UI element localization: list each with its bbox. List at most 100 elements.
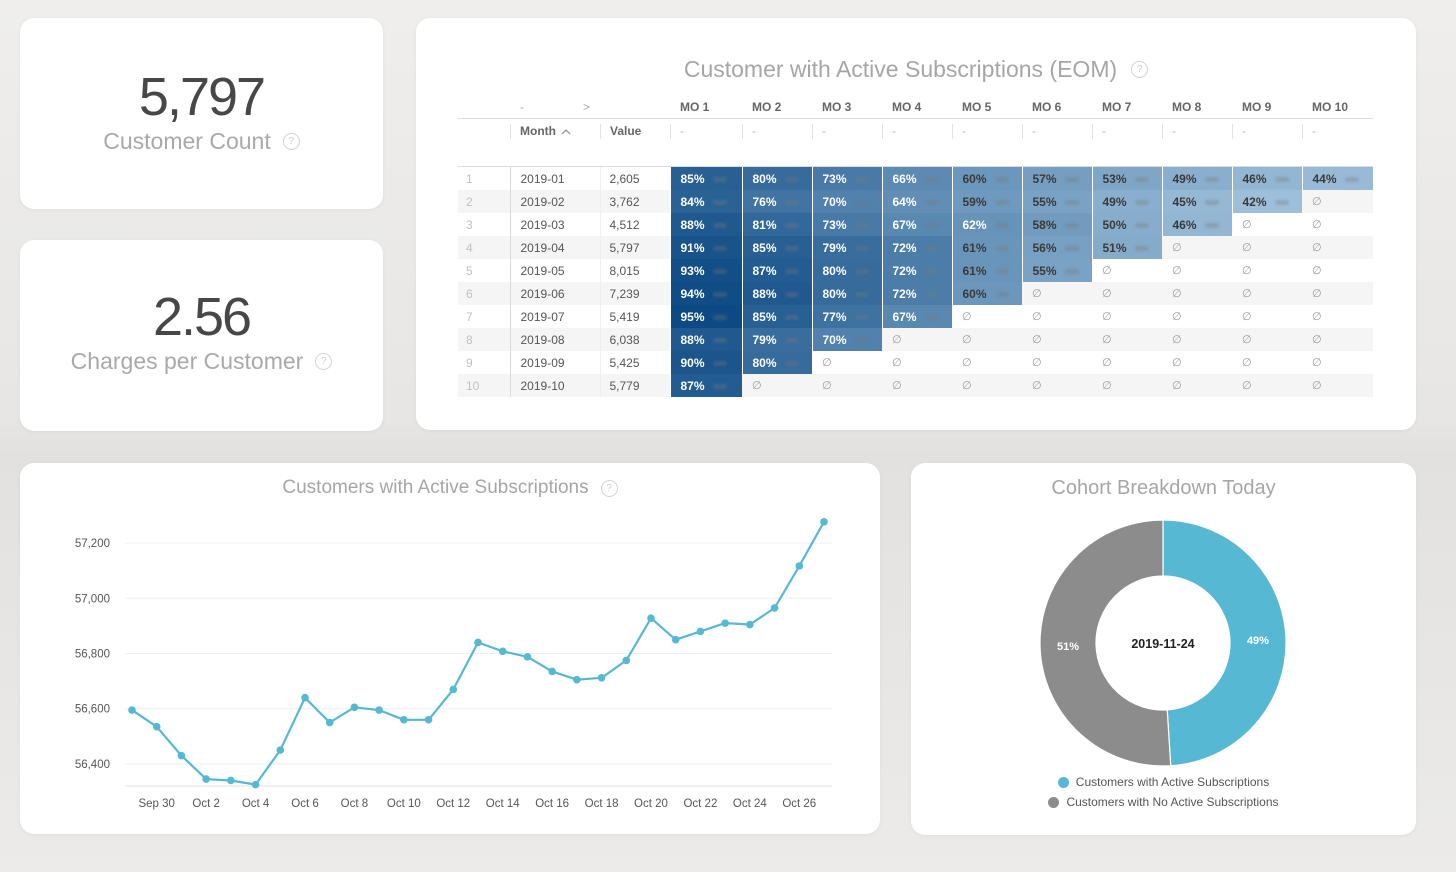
cell-secondary-value bbox=[1204, 199, 1219, 205]
help-circle-icon[interactable] bbox=[600, 479, 618, 497]
spacer-cell bbox=[510, 143, 600, 167]
table-row[interactable]: 1 2019-01 2,605 85% 80% 73% 66% 60% 57% 53% 49% 46%… bbox=[458, 166, 1373, 190]
retention-cell[interactable]: 58% bbox=[1021, 213, 1092, 236]
column-header-period[interactable]: MO 7 bbox=[1092, 96, 1162, 119]
column-header-period[interactable]: MO 3 bbox=[812, 96, 882, 119]
data-point bbox=[301, 693, 309, 702]
retention-cell[interactable]: 72% bbox=[881, 259, 952, 282]
retention-cell[interactable]: 81% bbox=[741, 213, 812, 236]
sort-ascending-icon[interactable] bbox=[561, 124, 571, 138]
table-row[interactable]: 10 2019-10 5,779 87% ∅ ∅ ∅ ∅ ∅ ∅ ∅ ∅ ∅ bbox=[458, 374, 1373, 397]
retention-cell[interactable]: 73% bbox=[811, 213, 882, 236]
column-header-period[interactable]: MO 8 bbox=[1162, 96, 1232, 119]
table-row[interactable]: 5 2019-05 8,015 93% 87% 80% 72% 61% 55% ∅ ∅ ∅ ∅ bbox=[458, 259, 1373, 282]
table-row[interactable]: 9 2019-09 5,425 90% 80% ∅ ∅ ∅ ∅ ∅ ∅ ∅ ∅ bbox=[458, 351, 1373, 374]
column-header-period[interactable]: MO 2 bbox=[742, 96, 812, 119]
retention-cell[interactable]: 91% bbox=[669, 236, 742, 259]
retention-cell[interactable]: 84% bbox=[669, 190, 742, 213]
help-circle-icon[interactable] bbox=[282, 132, 300, 150]
table-row[interactable]: 6 2019-06 7,239 94% 88% 80% 72% 60% ∅ ∅ ∅ ∅ ∅ bbox=[458, 282, 1373, 305]
column-header-period[interactable]: MO 9 bbox=[1232, 96, 1302, 119]
retention-cell[interactable]: 67% bbox=[881, 213, 952, 236]
retention-cell[interactable]: 88% bbox=[741, 282, 812, 305]
retention-cell[interactable]: 80% bbox=[741, 351, 812, 374]
retention-cell[interactable]: 94% bbox=[669, 282, 742, 305]
retention-cell[interactable]: 88% bbox=[669, 213, 742, 236]
retention-cell[interactable]: 60% bbox=[951, 282, 1022, 305]
retention-cell[interactable]: 61% bbox=[951, 236, 1022, 259]
retention-cell[interactable]: 46% bbox=[1161, 213, 1232, 236]
retention-cell[interactable]: 93% bbox=[669, 259, 742, 282]
table-row[interactable]: 7 2019-07 5,419 95% 85% 77% 67% ∅ ∅ ∅ ∅ ∅ ∅ bbox=[458, 305, 1373, 328]
retention-cell[interactable]: 42% bbox=[1231, 190, 1302, 213]
retention-cell[interactable]: 57% bbox=[1021, 166, 1092, 190]
retention-cell[interactable]: 61% bbox=[951, 259, 1022, 282]
column-header-month[interactable]: Month bbox=[510, 118, 600, 143]
help-circle-icon[interactable] bbox=[315, 352, 333, 370]
retention-cell[interactable]: 70% bbox=[811, 190, 882, 213]
retention-cell[interactable]: 76% bbox=[741, 190, 812, 213]
column-header-value[interactable]: Value bbox=[600, 118, 670, 143]
retention-cell[interactable]: 44% bbox=[1301, 166, 1373, 190]
table-row[interactable]: 4 2019-04 5,797 91% 85% 79% 72% 61% 56% 51% ∅ ∅ ∅ bbox=[458, 236, 1373, 259]
cell-secondary-value bbox=[1134, 199, 1149, 205]
retention-cell[interactable]: 80% bbox=[741, 166, 812, 190]
data-point bbox=[152, 722, 161, 731]
retention-cell[interactable]: 90% bbox=[669, 351, 742, 374]
retention-value: 58% bbox=[1032, 217, 1057, 232]
retention-cell[interactable]: 67% bbox=[881, 305, 952, 328]
cell-secondary-value bbox=[1064, 199, 1079, 205]
retention-cell[interactable]: 45% bbox=[1161, 190, 1232, 213]
retention-cell[interactable]: 85% bbox=[741, 236, 812, 259]
expand-chevron-right-icon[interactable]: > bbox=[582, 100, 590, 114]
retention-cell[interactable]: 80% bbox=[811, 282, 882, 305]
cell-secondary-value bbox=[1064, 176, 1079, 182]
legend-label: Customers with No Active Subscriptions bbox=[1066, 795, 1279, 809]
retention-cell[interactable]: 46% bbox=[1231, 166, 1302, 190]
retention-cell[interactable]: 49% bbox=[1161, 166, 1232, 190]
empty-cell: ∅ bbox=[822, 357, 832, 369]
retention-cell[interactable]: 55% bbox=[1021, 259, 1092, 282]
column-header-period[interactable]: MO 5 bbox=[952, 96, 1022, 119]
retention-cell[interactable]: 51% bbox=[1091, 236, 1162, 259]
retention-cell[interactable]: 70% bbox=[811, 328, 882, 351]
column-header-period[interactable]: MO 6 bbox=[1022, 96, 1092, 119]
retention-cell[interactable]: 62% bbox=[951, 213, 1022, 236]
retention-cell[interactable]: 72% bbox=[881, 282, 952, 305]
retention-cell[interactable]: 87% bbox=[669, 374, 742, 397]
kpi-card-customer-count: 5,797 Customer Count bbox=[20, 18, 383, 209]
table-row[interactable]: 2 2019-02 3,762 84% 76% 70% 64% 59% 55% 49% 45% 42%… bbox=[458, 190, 1373, 213]
retention-cell[interactable]: 55% bbox=[1021, 190, 1092, 213]
retention-cell[interactable]: 85% bbox=[741, 305, 812, 328]
column-header-period[interactable]: MO 10 bbox=[1302, 96, 1373, 119]
empty-cell: ∅ bbox=[1242, 357, 1252, 369]
legend-item-active[interactable]: Customers with Active Subscriptions bbox=[1057, 776, 1269, 788]
retention-cell[interactable]: 79% bbox=[811, 236, 882, 259]
column-header-period[interactable]: MO 1 bbox=[670, 96, 742, 119]
retention-cell[interactable]: 87% bbox=[741, 259, 812, 282]
retention-cell[interactable]: 79% bbox=[741, 328, 812, 351]
retention-cell[interactable]: 50% bbox=[1091, 213, 1162, 236]
retention-cell[interactable]: 73% bbox=[811, 166, 882, 190]
cell-secondary-value bbox=[854, 268, 869, 274]
retention-cell[interactable]: 77% bbox=[811, 305, 882, 328]
retention-cell[interactable]: 60% bbox=[951, 166, 1022, 190]
retention-cell[interactable]: 49% bbox=[1091, 190, 1162, 213]
table-row[interactable]: 8 2019-08 6,038 88% 79% 70% ∅ ∅ ∅ ∅ ∅ ∅ ∅ bbox=[458, 328, 1373, 351]
retention-cell[interactable]: 53% bbox=[1091, 166, 1162, 190]
retention-cell[interactable]: 66% bbox=[881, 166, 952, 190]
retention-cell[interactable]: 88% bbox=[669, 328, 742, 351]
help-circle-icon[interactable] bbox=[1131, 60, 1149, 78]
legend-item-no-active[interactable]: Customers with No Active Subscriptions bbox=[1048, 795, 1279, 809]
column-header-period[interactable]: MO 4 bbox=[882, 96, 952, 119]
table-row[interactable]: 3 2019-03 4,512 88% 81% 73% 67% 62% 58% 50% 46% ∅ ∅ bbox=[458, 213, 1373, 236]
collapse-button[interactable]: - bbox=[520, 100, 524, 114]
retention-cell[interactable]: 85% bbox=[669, 166, 742, 190]
retention-cell[interactable]: 64% bbox=[881, 190, 952, 213]
retention-cell[interactable]: 56% bbox=[1021, 236, 1092, 259]
empty-cell: ∅ bbox=[1302, 282, 1373, 305]
retention-cell[interactable]: 59% bbox=[951, 190, 1022, 213]
retention-cell[interactable]: 80% bbox=[811, 259, 882, 282]
retention-cell[interactable]: 95% bbox=[669, 305, 742, 328]
retention-cell[interactable]: 72% bbox=[881, 236, 952, 259]
